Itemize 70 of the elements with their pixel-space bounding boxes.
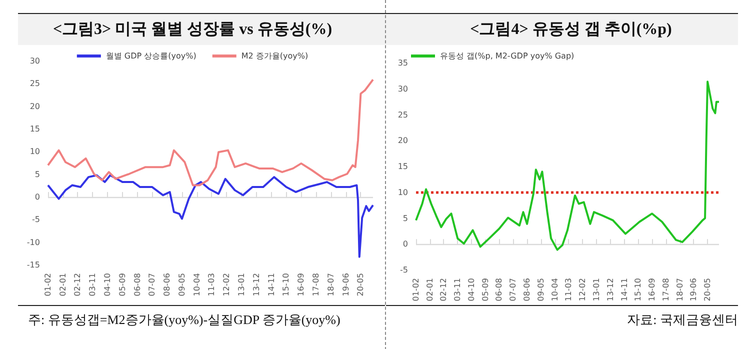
x-tick-label: 08-06: [162, 273, 172, 296]
x-tick-label: 01-02: [412, 278, 420, 302]
y-tick-label: 0: [402, 240, 408, 249]
x-tick-label: 02-01: [58, 273, 68, 296]
x-tick-label: 16-09: [296, 273, 306, 296]
x-tick-label: 02-12: [73, 273, 82, 296]
text: 주: 유동성갭=M2증가율(yoy%)-실질GDP 증가율(yoy%): [28, 311, 340, 329]
y-tick-label: 10: [398, 188, 408, 197]
y-tick-label: 35: [398, 58, 408, 68]
x-tick-label: 12-02: [578, 278, 588, 302]
y-tick-label: 0: [34, 192, 40, 202]
y-tick-label: 15: [30, 124, 40, 134]
x-tick-label: 09-05: [177, 273, 186, 296]
x-tick-label: 16-09: [648, 278, 657, 302]
y-tick-label: 5: [34, 170, 40, 179]
x-tick-label: 08-06: [522, 278, 532, 302]
x-tick-label: 17-08: [661, 278, 670, 302]
x-tick-label: 09-05: [536, 278, 546, 302]
y-tick-label: -5: [400, 266, 408, 274]
x-tick-label: 18-07: [675, 278, 684, 302]
y-tick-label: -10: [26, 238, 40, 247]
x-tick-label: 04-10: [467, 278, 476, 302]
x-tick-label: 19-06: [689, 278, 698, 302]
x-tick-label: 15-10: [634, 278, 643, 302]
x-tick-label: 06-08: [132, 273, 142, 296]
x-tick-label: 01-02: [44, 273, 52, 296]
x-tick-label: 10-04: [192, 273, 202, 296]
y-tick-label: 5: [402, 214, 408, 223]
y-tick-label: 15: [398, 162, 408, 171]
x-tick-label: 14-11: [620, 278, 629, 302]
y-tick-label: 20: [30, 102, 40, 111]
x-tick-label: 05-09: [480, 278, 490, 302]
x-tick-label: 11-03: [564, 278, 574, 302]
chart-title: <그림4> 유동성 갭 추이(%p): [469, 20, 673, 40]
legend-label: M2 증가율(yoy%): [241, 52, 308, 60]
x-tick-label: 12-02: [222, 273, 232, 296]
y-tick-label: -5: [32, 215, 40, 224]
x-tick-label: 11-03: [207, 273, 216, 296]
x-tick-label: 13-12: [606, 278, 615, 302]
x-tick-label: 03-11: [453, 278, 462, 302]
legend-label: 월별 GDP 상승률(yoy%): [106, 52, 196, 60]
x-tick-label: 13-12: [252, 273, 261, 296]
legend-label: 유동성 갭(%p, M2-GDP yoy% Gap): [440, 52, 574, 60]
x-tick-label: 19-06: [341, 273, 350, 296]
x-tick-label: 03-11: [88, 273, 98, 296]
y-tick-label: 30: [398, 84, 408, 94]
chart-title: <그림3> 미국 월별 성장률 vs 유동성(%): [52, 20, 334, 40]
x-tick-label: 02-12: [439, 278, 448, 302]
y-tick-label: 25: [30, 79, 40, 88]
text: 자료: 국제금융센터: [627, 311, 738, 329]
x-tick-label: 07-07: [508, 278, 518, 302]
x-tick-label: 17-08: [312, 273, 321, 296]
x-tick-label: 04-10: [103, 273, 112, 296]
y-tick-label: 25: [398, 110, 408, 120]
x-tick-label: 20-05: [356, 273, 366, 296]
x-tick-label: 20-05: [703, 278, 712, 302]
y-tick-label: 20: [398, 136, 408, 146]
x-tick-label: 07-07: [148, 273, 157, 296]
y-tick-label: -15: [26, 260, 40, 270]
x-tick-label: 02-01: [425, 278, 434, 302]
x-tick-label: 05-09: [118, 273, 127, 296]
x-tick-label: 14-11: [266, 273, 276, 296]
x-tick-label: 15-10: [282, 273, 291, 296]
x-tick-label: 13-01: [592, 278, 602, 302]
y-tick-label: 30: [30, 56, 40, 66]
x-tick-label: 06-08: [494, 278, 504, 302]
y-tick-label: 10: [30, 147, 40, 156]
x-tick-label: 18-07: [326, 273, 336, 296]
x-tick-label: 13-01: [237, 273, 246, 296]
x-tick-label: 10-04: [550, 278, 560, 302]
